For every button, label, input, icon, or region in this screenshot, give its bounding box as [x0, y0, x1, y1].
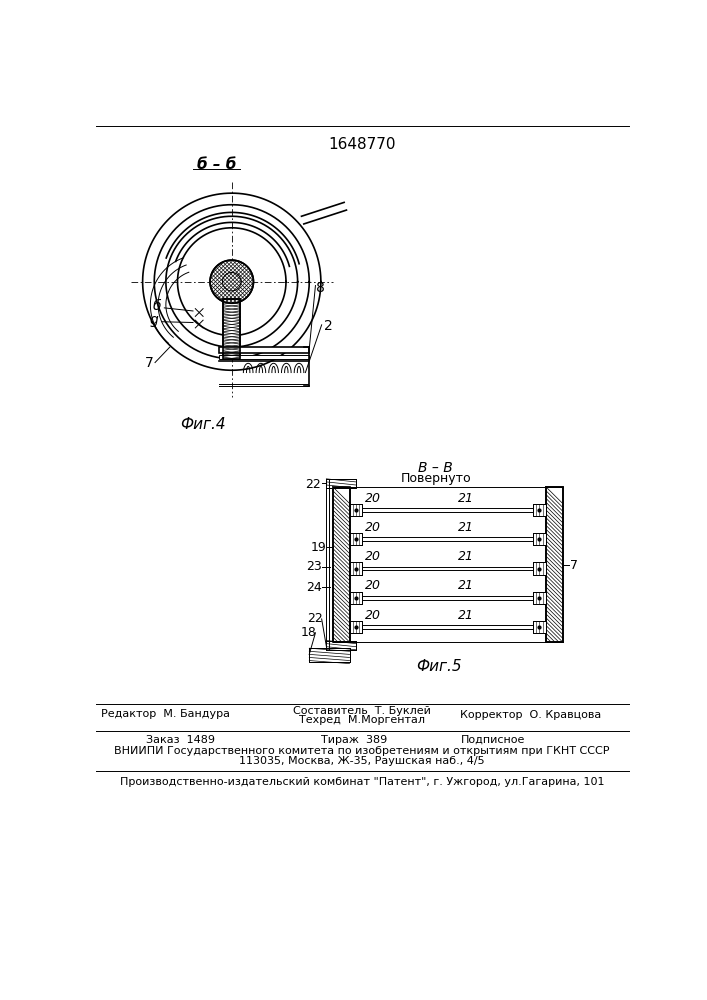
Text: 18: 18: [300, 626, 317, 639]
Bar: [349, 562, 362, 575]
Bar: [533, 504, 546, 516]
Text: Техред  М.Моргентал: Техред М.Моргентал: [299, 715, 425, 725]
Text: 113035, Москва, Ж-35, Раушская наб., 4/5: 113035, Москва, Ж-35, Раушская наб., 4/5: [239, 756, 485, 766]
Text: 21: 21: [458, 550, 474, 563]
Bar: [349, 621, 362, 633]
Bar: [349, 562, 362, 575]
Bar: [327, 641, 356, 650]
Text: б – б: б – б: [197, 157, 236, 172]
Bar: [327, 479, 356, 488]
Bar: [546, 487, 563, 642]
Text: 19: 19: [310, 541, 327, 554]
Text: Подписное: Подписное: [460, 735, 525, 745]
Bar: [533, 592, 546, 604]
Bar: [349, 592, 362, 604]
Text: g: g: [150, 313, 158, 327]
Text: Редактор  М. Бандура: Редактор М. Бандура: [101, 709, 230, 719]
Text: 21: 21: [458, 521, 474, 534]
Text: 21: 21: [458, 609, 474, 622]
Text: 20: 20: [365, 521, 381, 534]
Text: 22: 22: [307, 612, 322, 625]
Bar: [309, 648, 349, 662]
Bar: [223, 299, 240, 359]
Text: 7: 7: [144, 356, 153, 370]
Text: 22: 22: [305, 478, 321, 491]
Bar: [533, 533, 546, 545]
Text: 7: 7: [570, 559, 578, 572]
Bar: [332, 487, 349, 642]
Text: Повернуто: Повернуто: [400, 472, 471, 485]
Bar: [219, 355, 309, 359]
Text: 20: 20: [365, 579, 381, 592]
Bar: [349, 592, 362, 604]
Text: Производственно-издательский комбинат "Патент", г. Ужгород, ул.Гагарина, 101: Производственно-издательский комбинат "П…: [119, 777, 604, 787]
Text: В – В: В – В: [419, 461, 453, 475]
Bar: [332, 487, 349, 642]
Text: 8: 8: [317, 281, 325, 295]
Bar: [309, 648, 349, 662]
Bar: [533, 533, 546, 545]
Bar: [533, 621, 546, 633]
Text: 20: 20: [365, 550, 381, 563]
Bar: [349, 504, 362, 516]
Bar: [533, 592, 546, 604]
Text: 24: 24: [306, 581, 322, 594]
Text: Составитель  Т. Буклей: Составитель Т. Буклей: [293, 706, 431, 716]
Polygon shape: [210, 260, 253, 303]
Text: 20: 20: [365, 609, 381, 622]
Bar: [219, 347, 309, 353]
Text: ВНИИПИ Государственного комитета по изобретениям и открытиям при ГКНТ СССР: ВНИИПИ Государственного комитета по изоб…: [115, 746, 609, 756]
Bar: [533, 504, 546, 516]
Bar: [349, 533, 362, 545]
Text: 23: 23: [306, 560, 322, 573]
Bar: [223, 299, 240, 359]
Text: б: б: [152, 299, 160, 313]
Bar: [546, 487, 563, 642]
Bar: [327, 479, 356, 488]
Bar: [349, 504, 362, 516]
Bar: [349, 621, 362, 633]
Text: 2: 2: [325, 319, 333, 333]
Text: Заказ  1489: Заказ 1489: [146, 735, 216, 745]
Text: Фиг.5: Фиг.5: [416, 659, 462, 674]
Bar: [533, 621, 546, 633]
Text: 1648770: 1648770: [328, 137, 396, 152]
Text: Тираж  389: Тираж 389: [321, 735, 387, 745]
Text: 20: 20: [365, 492, 381, 505]
Text: Фиг.4: Фиг.4: [180, 417, 226, 432]
Bar: [349, 533, 362, 545]
Text: 21: 21: [458, 492, 474, 505]
Text: Корректор  О. Кравцова: Корректор О. Кравцова: [460, 710, 601, 720]
Bar: [533, 562, 546, 575]
Bar: [327, 641, 356, 650]
Bar: [533, 562, 546, 575]
Text: 21: 21: [458, 579, 474, 592]
